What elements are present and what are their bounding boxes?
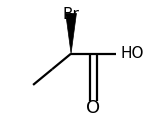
Polygon shape — [66, 13, 76, 54]
Text: HO: HO — [120, 46, 144, 61]
Text: O: O — [86, 99, 100, 117]
Text: Br: Br — [63, 7, 80, 22]
